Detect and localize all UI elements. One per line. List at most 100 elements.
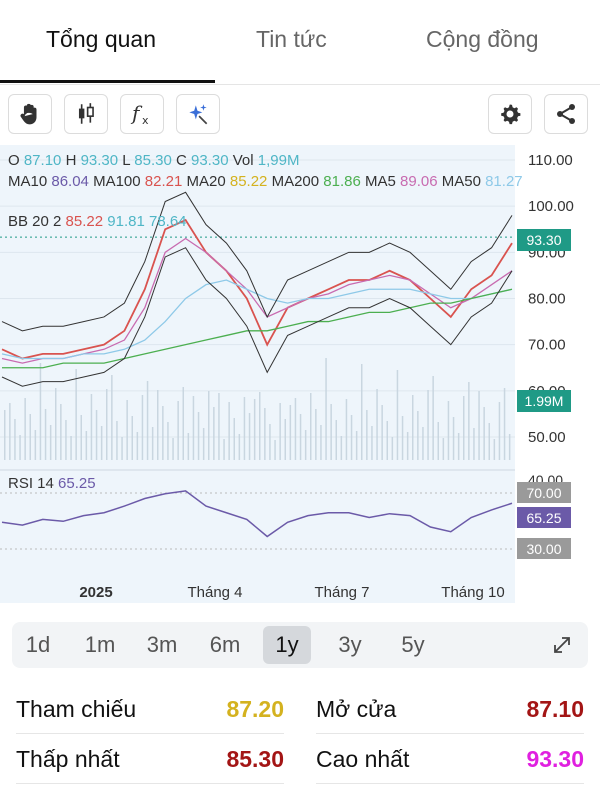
volume-bar — [111, 375, 113, 460]
ma5-label: MA5 — [365, 173, 396, 190]
volume-bar — [116, 421, 118, 460]
volume-bar — [478, 391, 480, 460]
volume-label: Vol — [232, 152, 254, 169]
volume-bar — [49, 425, 52, 460]
volume-bar — [366, 410, 368, 460]
share-button[interactable] — [544, 94, 588, 134]
price-axis-label: 80.00 — [528, 291, 566, 308]
volume-bar — [228, 402, 230, 460]
range-6m-button[interactable]: 6m — [209, 632, 241, 657]
volume-bar — [106, 389, 108, 460]
volume-bar — [483, 407, 485, 460]
range-1m-button[interactable]: 1m — [84, 632, 116, 657]
volume-bar — [253, 399, 256, 460]
ma50-value: 81.27 — [485, 173, 523, 190]
ma-legend: MA10 86.04 MA100 82.21 MA20 85.22 MA200 … — [8, 172, 553, 192]
volume-bar — [65, 420, 67, 460]
volume-bar — [44, 409, 47, 460]
volume-bar — [508, 434, 511, 460]
current-volume-tag: 1.99M — [517, 390, 571, 412]
settings-button[interactable] — [488, 94, 532, 134]
ma50-label: MA50 — [441, 173, 481, 190]
volume-bar — [75, 369, 77, 460]
rsi-legend: RSI 14 65.25 — [8, 475, 96, 492]
volume-bar — [70, 436, 72, 460]
rsi-line — [1, 490, 513, 538]
volume-bar — [29, 414, 31, 460]
ohlc-line: O 87.10 H 93.30 L 85.30 C 93.30 Vol 1,99… — [8, 152, 299, 169]
volume-bar — [488, 423, 490, 460]
volume-bar — [167, 422, 169, 460]
volume-bar — [432, 376, 434, 460]
volume-bar — [422, 427, 424, 460]
volume-bar — [243, 397, 246, 460]
volume-bar — [468, 382, 470, 460]
fullscreen-button[interactable] — [538, 626, 586, 664]
volume-bar — [24, 398, 26, 460]
divider — [16, 783, 284, 784]
ma100-label: MA100 — [93, 173, 141, 190]
volume-bar — [39, 363, 42, 460]
gear-icon — [501, 104, 521, 125]
volume-bar — [427, 390, 429, 460]
open-value-stat: 87.10 — [526, 696, 584, 722]
volume-bar — [330, 404, 332, 460]
price-axis-label: 110.00 — [528, 152, 573, 169]
reference-label: Tham chiếu — [16, 696, 137, 722]
hand-tool-button[interactable] — [8, 94, 52, 134]
candlestick-icon — [78, 103, 94, 124]
reference-value: 87.20 — [226, 696, 284, 722]
range-1y-button[interactable]: 1y — [263, 626, 311, 664]
range-1d-button[interactable]: 1d — [25, 632, 51, 657]
ma10-value: 86.04 — [51, 173, 89, 190]
volume-bar — [294, 398, 297, 460]
price-chart[interactable]: 110.00100.0090.0080.0070.0060.0050.0040.… — [0, 140, 600, 610]
volume-bar — [274, 440, 276, 460]
volume-bar — [417, 411, 419, 460]
close-value: 93.30 — [191, 152, 229, 169]
ai-assist-button[interactable] — [176, 94, 220, 134]
rsi-70-tag: 70.00 — [517, 482, 571, 503]
rsi-30-tag: 30.00 — [517, 538, 571, 559]
range-5y-button[interactable]: 5y — [401, 632, 425, 657]
range-3m-button[interactable]: 3m — [146, 632, 178, 657]
volume-bar — [238, 434, 241, 460]
volume-bar — [197, 412, 200, 460]
volume-bar — [355, 431, 358, 460]
volume-bar — [361, 364, 363, 460]
volume-value: 1,99M — [257, 152, 300, 169]
divider — [316, 733, 584, 734]
rsi-current-tag: 65.25 — [517, 507, 571, 528]
ma20-value: 85.22 — [229, 173, 268, 190]
volume-bar — [4, 410, 6, 460]
chart-type-button[interactable] — [64, 94, 108, 134]
ma20-label: MA20 — [186, 173, 226, 190]
ma200-value: 81.86 — [323, 173, 361, 190]
range-3y-button[interactable]: 3y — [338, 632, 362, 657]
chart-toolbar: f x — [0, 90, 600, 140]
low-value: 85.30 — [134, 152, 172, 169]
volume-bar — [457, 433, 460, 460]
chart-canvas: 110.00100.0090.0080.0070.0060.0050.0040.… — [0, 152, 574, 601]
tab-overview[interactable]: Tổng quan — [46, 26, 156, 52]
volume-bar — [162, 406, 164, 460]
current-price-tag: 93.30 — [517, 229, 571, 251]
volume-bar — [14, 419, 16, 460]
top-tabs: Tổng quan Tin tức Cộng đồng — [0, 0, 600, 85]
high-value-stat: 93.30 — [526, 746, 584, 772]
tab-news[interactable]: Tin tức — [256, 26, 327, 52]
sparkle-icon — [189, 104, 208, 125]
indicators-button[interactable]: f x — [120, 94, 164, 134]
ma200-label: MA200 — [271, 173, 320, 190]
volume-bar — [350, 415, 353, 460]
ma5-value: 89.06 — [400, 173, 438, 190]
volume-bar — [279, 403, 281, 460]
volume-bar — [136, 432, 139, 460]
volume-bar — [223, 439, 225, 460]
active-tab-indicator — [0, 80, 215, 83]
volume-bar — [269, 424, 271, 460]
tab-community[interactable]: Cộng đồng — [426, 26, 539, 52]
high-label: H — [65, 152, 77, 169]
volume-bar — [498, 402, 501, 460]
bb-upper-value: 91.81 — [107, 213, 145, 230]
